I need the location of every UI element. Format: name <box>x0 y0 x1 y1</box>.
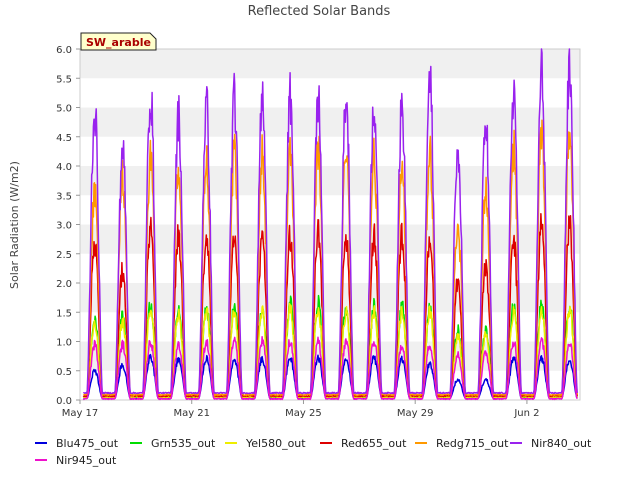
y-axis-ticks: 0.0 0.5 1.0 1.5 2.0 2.5 3.0 3.5 4.0 4.5 5.0 5.5 6.0 <box>56 45 80 407</box>
y-tick-label: 3.0 <box>56 221 72 232</box>
x-tick-label: Jun 2 <box>513 408 539 419</box>
grid-band <box>80 224 580 254</box>
x-tick-label: May 21 <box>173 408 210 419</box>
site-badge: SW_arable <box>80 32 157 51</box>
grid-band <box>80 136 580 166</box>
y-tick-label: 0.5 <box>56 367 72 378</box>
grid-bands <box>79 48 581 401</box>
grid-band <box>80 166 580 196</box>
y-tick-label: 1.5 <box>56 308 72 319</box>
y-tick-label: 5.0 <box>56 104 72 115</box>
chart-title: Reflected Solar Bands <box>248 4 391 19</box>
legend-label: Red655_out <box>341 437 407 450</box>
y-tick-label: 2.0 <box>56 279 72 290</box>
grid-band <box>80 78 580 108</box>
grid-band <box>80 253 580 283</box>
y-tick-label: 5.5 <box>56 74 72 85</box>
x-axis-ticks: May 17 May 21 May 25 May 29 Jun 2 <box>62 400 540 419</box>
legend-label: Grn535_out <box>151 437 216 450</box>
y-tick-label: 6.0 <box>56 45 72 56</box>
y-tick-label: 2.5 <box>56 250 72 261</box>
x-tick-label: May 17 <box>62 408 99 419</box>
series-layer <box>82 48 578 401</box>
series-line-red655_out <box>82 213 578 398</box>
x-tick-label: May 29 <box>397 408 434 419</box>
badge-label: SW_arable <box>86 36 151 49</box>
y-axis-label: Solar Radiation (W/m2) <box>8 161 21 289</box>
grid-band <box>80 341 580 371</box>
legend-label: Yel580_out <box>245 437 306 450</box>
y-tick-label: 1.0 <box>56 338 72 349</box>
y-tick-label: 4.0 <box>56 162 72 173</box>
legend-label: Redg715_out <box>436 437 509 450</box>
legend-label: Blu475_out <box>56 437 119 450</box>
grid-band <box>80 195 580 225</box>
y-tick-label: 0.0 <box>56 396 72 407</box>
legend-label: Nir840_out <box>531 437 592 450</box>
series-line-redg715_out <box>83 119 578 397</box>
grid-band <box>80 49 580 79</box>
legend: Blu475_out Grn535_out Yel580_out Red655_out… <box>35 437 592 467</box>
legend-label: Nir945_out <box>56 454 117 467</box>
x-tick-label: May 25 <box>285 408 322 419</box>
grid-band <box>80 107 580 137</box>
grid-band <box>80 283 580 313</box>
series-line-nir840_out <box>83 48 578 395</box>
y-tick-label: 3.5 <box>56 191 72 202</box>
y-tick-label: 4.5 <box>56 133 72 144</box>
badge-box <box>80 32 157 51</box>
series-line-nir945_out <box>82 336 578 401</box>
series-line-yel580_out <box>82 302 578 399</box>
grid-band <box>80 312 580 342</box>
